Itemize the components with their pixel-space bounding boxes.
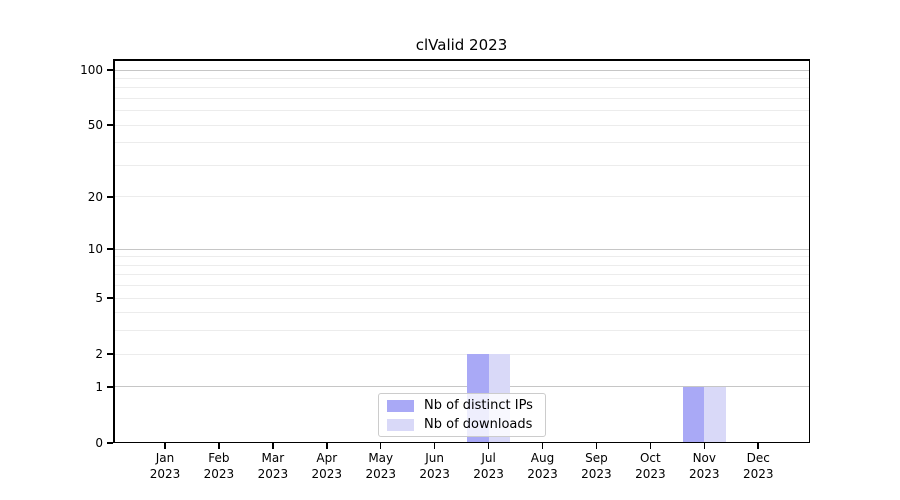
- gridline-major-1: [113, 386, 810, 388]
- y-tick-1: [107, 386, 113, 388]
- legend-swatch-downloads-icon: [387, 418, 414, 431]
- legend-item-distinct-ips: Nb of distinct IPs: [387, 398, 537, 413]
- chart-title: clValid 2023: [415, 36, 508, 54]
- spine-top: [113, 59, 810, 61]
- y-tick-label-10: 10: [87, 242, 103, 257]
- x-tick-dec: [757, 443, 759, 449]
- x-tick-nov: [703, 443, 706, 449]
- x-tick-jun: [433, 443, 436, 449]
- spine-left: [113, 59, 115, 443]
- y-tick-label-5: 5: [95, 291, 103, 306]
- y-tick-label-100: 100: [80, 63, 103, 77]
- y-tick-100: [107, 69, 113, 71]
- y-tick-50: [107, 124, 113, 126]
- legend-label-distinct-ips: Nb of distinct IPs: [424, 398, 533, 413]
- y-tick-20: [107, 196, 113, 198]
- x-tick-label-feb: Feb 2023: [203, 451, 235, 481]
- gridline-minor-70: [113, 97, 810, 99]
- x-tick-sep: [595, 443, 598, 449]
- spine-bottom: [113, 441, 810, 443]
- y-tick-label-0: 0: [95, 436, 103, 450]
- x-tick-label-may: May 2023: [365, 451, 396, 481]
- bar-downloads-nov: [704, 386, 726, 443]
- y-tick-10: [107, 248, 113, 250]
- legend: Nb of distinct IPs Nb of downloads: [378, 393, 546, 437]
- x-tick-label-jun: Jun 2023: [419, 451, 450, 481]
- gridline-major-10: [113, 248, 810, 250]
- gridline-minor-60: [113, 110, 810, 112]
- x-tick-label-jul: Jul 2023: [473, 451, 504, 481]
- gridline-minor-50: [113, 124, 810, 126]
- y-tick-5: [107, 297, 113, 299]
- gridline-major-100: [113, 69, 810, 71]
- x-tick-mar: [272, 443, 274, 449]
- y-tick-2: [107, 353, 113, 355]
- x-tick-aug: [541, 443, 544, 449]
- gridline-minor-2: [113, 353, 810, 355]
- gridline-minor-40: [113, 142, 810, 144]
- x-tick-label-apr: Apr 2023: [311, 451, 343, 481]
- x-tick-label-jan: Jan 2023: [149, 451, 181, 481]
- gridline-minor-6: [113, 285, 810, 287]
- gridline-minor-30: [113, 164, 810, 166]
- x-tick-may: [379, 443, 382, 449]
- gridline-minor-80: [113, 87, 810, 89]
- x-tick-jan: [164, 443, 166, 449]
- legend-item-downloads: Nb of downloads: [387, 417, 537, 432]
- y-tick-label-20: 20: [87, 189, 103, 204]
- x-tick-label-mar: Mar 2023: [257, 451, 289, 481]
- x-tick-label-nov: Nov 2023: [689, 451, 720, 481]
- x-tick-label-oct: Oct 2023: [635, 451, 666, 481]
- gridline-minor-20: [113, 196, 810, 198]
- y-tick-label-50: 50: [87, 118, 103, 133]
- gridline-minor-7: [113, 274, 810, 276]
- plot-area: [113, 59, 810, 443]
- x-tick-apr: [326, 443, 328, 449]
- x-tick-label-sep: Sep 2023: [581, 451, 612, 481]
- legend-label-downloads: Nb of downloads: [424, 417, 533, 432]
- spine-right: [808, 59, 810, 443]
- gridline-minor-90: [113, 77, 810, 79]
- gridline-minor-8: [113, 264, 810, 266]
- gridline-minor-5: [113, 297, 810, 299]
- gridline-minor-9: [113, 256, 810, 258]
- x-tick-oct: [649, 443, 652, 449]
- x-tick-label-aug: Aug 2023: [527, 451, 558, 481]
- y-tick-label-1: 1: [95, 379, 103, 394]
- gridline-minor-3: [113, 330, 810, 332]
- x-tick-jul: [487, 443, 490, 449]
- bar-distinct-ips-nov: [682, 386, 705, 443]
- legend-swatch-distinct-ips-icon: [387, 399, 414, 412]
- x-tick-feb: [218, 443, 220, 449]
- y-tick-label-2: 2: [95, 347, 103, 362]
- y-tick-0: [107, 442, 113, 444]
- gridline-minor-4: [113, 312, 810, 314]
- x-tick-label-dec: Dec 2023: [742, 451, 774, 481]
